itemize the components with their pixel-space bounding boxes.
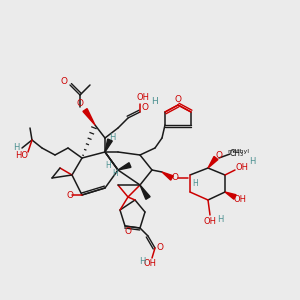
Text: O: O (61, 77, 68, 86)
Text: O: O (124, 227, 131, 236)
Text: O: O (142, 103, 148, 112)
Text: methyl: methyl (227, 149, 249, 154)
Text: CH₃: CH₃ (230, 148, 244, 158)
Text: H: H (152, 98, 158, 106)
Text: O: O (67, 191, 73, 200)
Text: OH: OH (233, 196, 247, 205)
Polygon shape (105, 139, 112, 152)
Polygon shape (140, 185, 150, 199)
Text: O: O (175, 95, 182, 104)
Polygon shape (208, 156, 218, 168)
Text: OH: OH (236, 164, 248, 172)
Text: OH: OH (203, 217, 217, 226)
Text: H: H (139, 257, 145, 266)
Text: H: H (112, 169, 118, 178)
Text: H: H (249, 158, 255, 166)
Text: OH: OH (136, 92, 149, 101)
Polygon shape (83, 109, 95, 125)
Text: O: O (215, 151, 223, 160)
Polygon shape (118, 163, 131, 170)
Text: O: O (76, 100, 83, 109)
Text: H: H (105, 160, 111, 169)
Text: H: H (13, 143, 19, 152)
Text: OH: OH (143, 260, 157, 268)
Text: O: O (157, 244, 164, 253)
Text: O: O (172, 173, 178, 182)
Text: H: H (192, 178, 198, 188)
Text: H: H (109, 134, 115, 142)
Polygon shape (162, 172, 173, 180)
Text: H: H (217, 215, 223, 224)
Polygon shape (225, 192, 236, 199)
Text: HO: HO (16, 151, 28, 160)
